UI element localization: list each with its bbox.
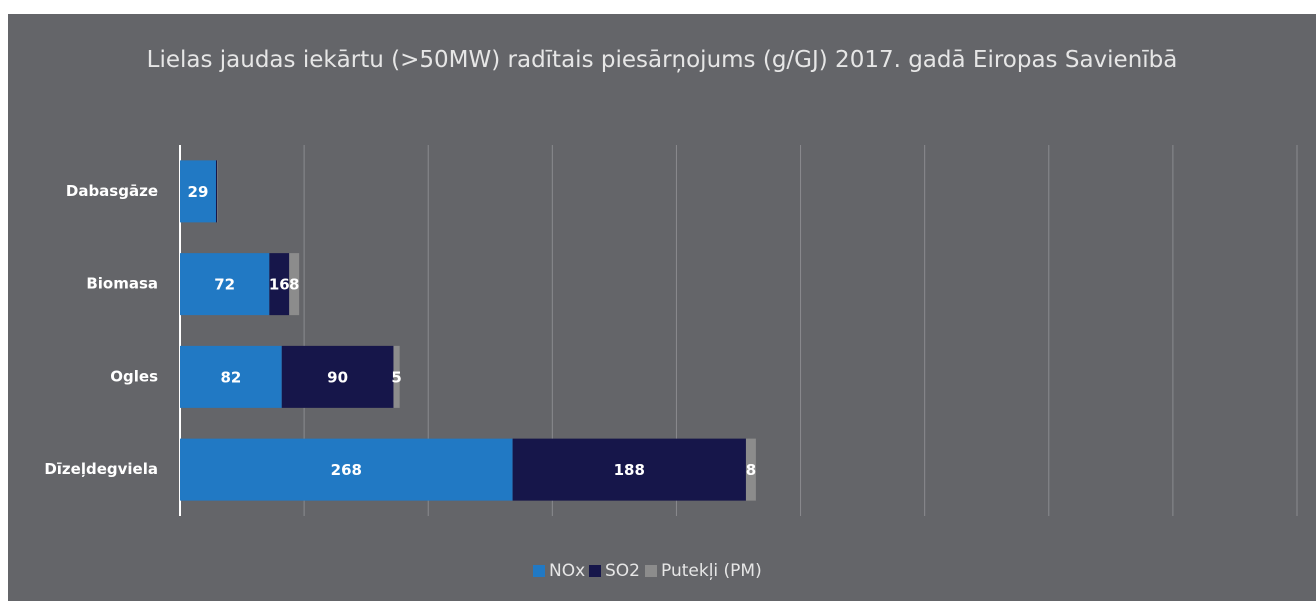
data-label: 268	[331, 461, 362, 479]
data-label: 72	[214, 276, 235, 294]
y-tick-label: Dabasgāze	[66, 182, 158, 200]
bar-segment	[180, 160, 216, 223]
legend-swatch	[645, 565, 657, 577]
bar-segment	[512, 438, 746, 501]
bar-segment	[215, 160, 218, 223]
bar-segment	[180, 345, 282, 408]
y-tick-label: Dīzeļdegviela	[44, 460, 158, 478]
data-label: 82	[220, 368, 241, 386]
data-label: 5	[391, 368, 401, 386]
legend-label: Putekļi (PM)	[661, 561, 762, 581]
bar-segment	[217, 160, 218, 223]
data-label: 8	[746, 461, 756, 479]
bar-segment	[745, 438, 756, 501]
bar-segment	[393, 345, 400, 408]
legend-label: NOx	[549, 561, 585, 581]
legend-swatch	[589, 565, 601, 577]
data-label: 29	[188, 183, 209, 201]
chart-title: Lielas jaudas iekārtu (>50MW) radītais p…	[146, 47, 1178, 73]
data-label: 90	[327, 368, 348, 386]
bar-segment	[180, 438, 513, 501]
bar-segment	[180, 253, 270, 316]
data-label: 8	[289, 276, 299, 294]
y-tick-label: Ogles	[110, 367, 158, 385]
legend-label: SO2	[605, 561, 640, 581]
bar-segment	[281, 345, 394, 408]
chart-area: Lielas jaudas iekārtu (>50MW) radītais p…	[8, 14, 1316, 601]
data-label: 16	[269, 276, 290, 294]
legend-swatch	[533, 565, 545, 577]
data-label: 188	[614, 461, 645, 479]
y-tick-label: Biomasa	[86, 275, 158, 293]
bar-segment	[269, 253, 290, 316]
bar-segment	[289, 253, 300, 316]
